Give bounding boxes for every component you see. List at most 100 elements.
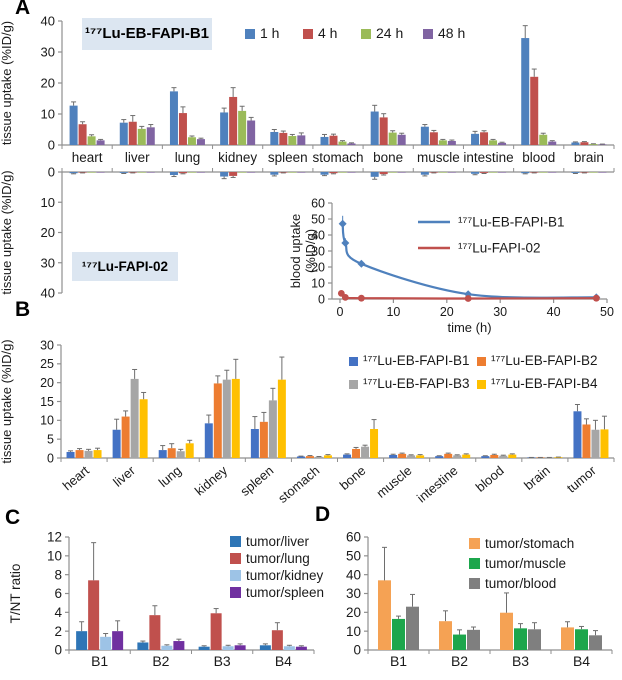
bar (571, 142, 580, 145)
legend-item-tumor-kidney: tumor/kidney (230, 568, 324, 583)
legend-swatch (477, 380, 486, 389)
bar (490, 454, 499, 458)
panel-label-b: B (15, 298, 31, 321)
category-label: kidney (218, 150, 257, 165)
bar (158, 450, 167, 458)
marker (341, 294, 349, 301)
bar (481, 456, 490, 458)
bar (93, 450, 102, 458)
panel-label-a: A (15, 0, 31, 19)
bar (247, 120, 256, 145)
y-tick-label: 30 (40, 338, 54, 352)
bar (137, 172, 146, 173)
bar (137, 642, 149, 650)
bar (453, 455, 462, 458)
bar (480, 132, 489, 145)
legend-swatch (469, 538, 480, 549)
legend-item-lu-eb-fapi-b3: ¹⁷⁷Lu-EB-FAPI-B3 (349, 376, 470, 391)
bar (112, 429, 121, 458)
tracer-label-eb-fapi-b1: ¹⁷⁷Lu-EB-FAPI-B1 (82, 18, 212, 50)
legend-item-tumor-stomach: tumor/stomach (469, 536, 574, 551)
legend-label: ¹⁷⁷Lu-EB-FAPI-B1 (363, 353, 470, 368)
bar (75, 450, 84, 458)
bar (185, 443, 194, 458)
bar (222, 646, 234, 650)
bar (530, 76, 539, 145)
legend-label: tumor/stomach (485, 536, 574, 551)
legend-label: 1 h (260, 25, 279, 41)
bar (238, 172, 247, 173)
bar (231, 378, 240, 458)
bar (397, 172, 406, 173)
bar (121, 416, 130, 458)
legend-item-tumor-blood: tumor/blood (469, 576, 556, 591)
legend-label: ¹⁷⁷Lu-EB-FAPI-B3 (363, 376, 470, 391)
x-tick-label: 10 (386, 305, 400, 319)
y-tick-label: 50 (346, 549, 361, 564)
bar (198, 646, 210, 650)
bar (139, 399, 148, 458)
legend-swatch (469, 578, 480, 589)
legend-swatch (303, 29, 313, 39)
bar (600, 429, 609, 458)
marker (357, 259, 366, 268)
bar (234, 645, 246, 650)
series-48-h (96, 120, 607, 145)
category-label: B3 (512, 653, 529, 669)
y-tick-label: 12 (47, 530, 62, 545)
category-label: muscle (373, 463, 414, 501)
bar (528, 629, 541, 650)
bar (88, 580, 100, 650)
legend-label: 24 h (376, 25, 403, 41)
legend-swatch (230, 553, 241, 564)
bar (238, 110, 247, 145)
bar (259, 645, 271, 650)
bar (352, 448, 361, 458)
marker (592, 294, 600, 302)
legend-swatch (477, 357, 486, 366)
legend-swatch (230, 587, 241, 598)
bar (438, 172, 447, 173)
legend-label: tumor/spleen (246, 585, 324, 600)
bar (539, 134, 548, 145)
bar (548, 172, 557, 173)
x-tick-label: 50 (600, 305, 614, 319)
bar (222, 379, 231, 458)
marker (341, 239, 350, 247)
bar (270, 172, 279, 175)
y-tick-label: 30 (41, 45, 55, 60)
bar (397, 134, 406, 145)
bar (338, 172, 347, 173)
y-tick-label: 50 (311, 212, 325, 226)
bar (69, 172, 78, 174)
bar (169, 91, 178, 145)
bar (407, 455, 416, 458)
bar (279, 172, 288, 173)
category-label: intestine (463, 150, 513, 165)
x-tick-label: 20 (440, 305, 454, 319)
legend-label: ¹⁷⁷Lu-FAPI-02 (458, 241, 541, 256)
legend-label: tumor/liver (246, 534, 310, 549)
y-tick-label: 10 (47, 549, 62, 564)
y-tick-label: 40 (41, 286, 55, 301)
legend-label: 4 h (318, 25, 337, 41)
category-label: B3 (214, 653, 231, 669)
legend-swatch (361, 29, 371, 39)
legend-swatch (469, 558, 480, 569)
bar (539, 172, 548, 173)
series-1-h (69, 172, 580, 177)
a-top-biodistribution-svg: 0 10 20 30 40 heart liver lung kidney spleen stoma… (0, 14, 615, 165)
y-axis-title: (%ID/g) (303, 229, 318, 273)
legend-item-4-h: 4 h (303, 25, 337, 41)
chart-biodistribution-fapi-02: 0 10 20 30 40 tissue uptake (%ID/g) (0, 160, 622, 317)
category-label: B2 (451, 653, 468, 669)
legend-item-tumor-spleen: tumor/spleen (230, 585, 324, 600)
y-tick-label: 20 (41, 225, 55, 240)
bar (489, 140, 498, 145)
bar (204, 423, 213, 458)
bar (320, 136, 329, 145)
bar (146, 172, 155, 173)
bar (178, 113, 187, 145)
bar (467, 629, 480, 650)
